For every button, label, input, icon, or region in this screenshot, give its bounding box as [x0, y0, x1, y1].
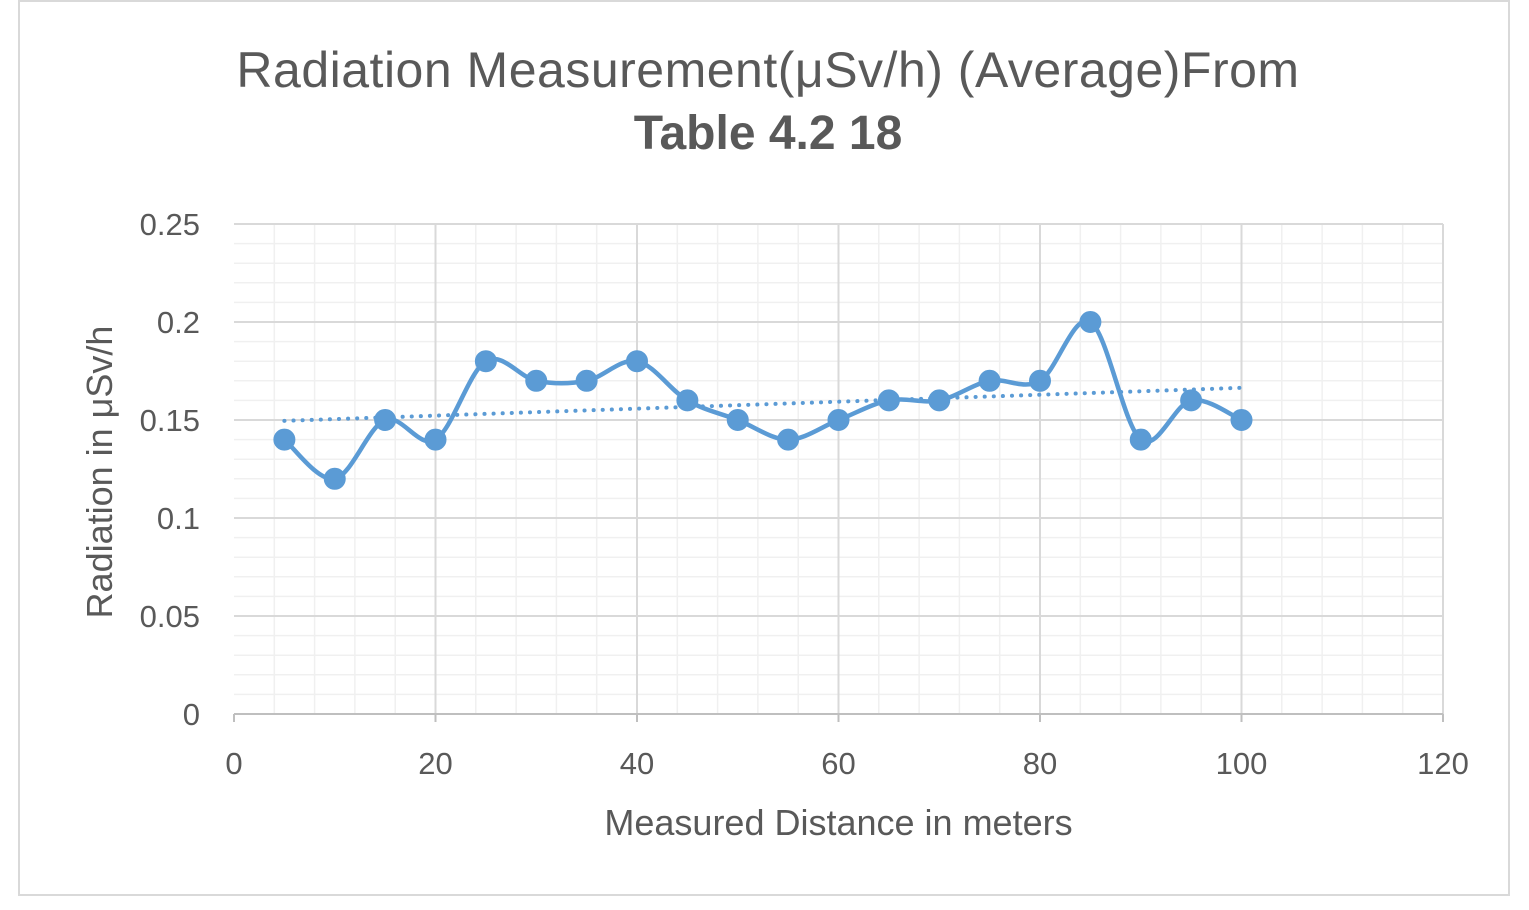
- data-point: [1230, 409, 1253, 431]
- x-axis-title: Measured Distance in meters: [604, 802, 1072, 843]
- x-tick-labels: 0 20 40 60 80 100 120: [225, 746, 1468, 781]
- data-point: [424, 428, 447, 451]
- y-tick-label: 0.25: [140, 207, 200, 242]
- data-point: [978, 369, 1001, 392]
- y-tick-label: 0.15: [140, 403, 200, 438]
- y-axis-title: Radiation in μSv/h: [79, 326, 120, 619]
- x-tick-label: 0: [225, 746, 242, 781]
- chart-subtitle: Table 4.2 18: [633, 107, 903, 160]
- y-tick-label: 0.05: [140, 599, 200, 634]
- data-point: [726, 409, 749, 431]
- y-tick-label: 0.1: [157, 501, 200, 536]
- data-point: [777, 428, 800, 451]
- data-point: [827, 409, 850, 431]
- data-point: [575, 369, 598, 392]
- major-gridlines: [234, 223, 1444, 714]
- data-point: [1079, 311, 1102, 333]
- x-tick-label: 60: [821, 746, 855, 781]
- trendline-group: [282, 385, 1244, 423]
- data-point: [374, 409, 397, 431]
- x-tick-label: 80: [1023, 746, 1057, 781]
- x-tick-label: 120: [1417, 746, 1469, 781]
- y-tick-labels: 0 0.05 0.1 0.15 0.2 0.25: [140, 207, 200, 732]
- trendline: [282, 385, 1244, 423]
- x-tick-label: 20: [418, 746, 452, 781]
- x-tick-label: 100: [1216, 746, 1268, 781]
- data-point: [928, 389, 951, 412]
- data-point: [1129, 428, 1152, 451]
- data-point: [626, 350, 648, 373]
- data-point: [323, 467, 346, 490]
- data-point: [676, 389, 699, 412]
- axes: [233, 713, 1444, 722]
- data-point: [1029, 369, 1051, 392]
- x-tick-label: 40: [620, 746, 654, 781]
- data-point: [877, 389, 900, 412]
- chart-title: Radiation Measurement(μSv/h) (Average)Fr…: [0, 38, 1529, 166]
- data-point: [273, 428, 296, 451]
- markers-group: [273, 311, 1253, 490]
- chart-title-line1: Radiation Measurement(μSv/h) (Average)Fr…: [236, 42, 1300, 98]
- y-tick-label: 0: [183, 697, 200, 732]
- data-point: [474, 350, 497, 373]
- chart-frame: [18, 0, 1510, 896]
- y-tick-label: 0.2: [157, 305, 200, 340]
- data-point: [525, 369, 548, 392]
- data-point: [1180, 389, 1203, 412]
